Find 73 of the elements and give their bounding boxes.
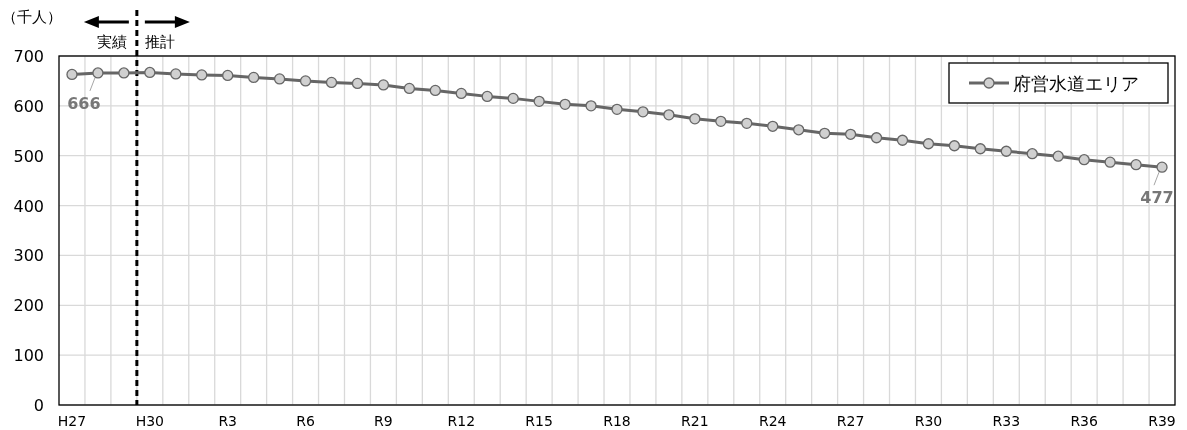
point xyxy=(429,84,441,97)
point xyxy=(533,95,545,108)
x-tick-label: R9 xyxy=(374,413,393,429)
y-tick-label: 600 xyxy=(13,96,44,116)
x-tick-label: H27 xyxy=(57,413,87,429)
point xyxy=(118,67,130,79)
point xyxy=(844,128,857,140)
point xyxy=(793,124,805,136)
point xyxy=(196,69,208,81)
point xyxy=(585,100,597,112)
x-tick-label: R15 xyxy=(525,413,553,429)
point xyxy=(403,82,416,95)
point xyxy=(273,73,286,85)
point xyxy=(481,90,493,103)
x-tick-label: R21 xyxy=(681,413,709,429)
x-tick-label: H30 xyxy=(135,413,165,429)
x-tick-label: R6 xyxy=(296,413,315,429)
point xyxy=(611,103,623,115)
point xyxy=(689,113,701,125)
point xyxy=(299,75,312,87)
point xyxy=(222,69,234,82)
point xyxy=(1156,161,1168,173)
x-tick-label: R18 xyxy=(603,413,631,429)
point xyxy=(637,106,649,118)
x-tick-label: R33 xyxy=(992,413,1021,429)
x-tick-label: R12 xyxy=(447,413,476,429)
point xyxy=(248,71,260,84)
point xyxy=(870,132,883,144)
y-tick-label: 300 xyxy=(13,246,44,266)
point xyxy=(818,127,831,139)
y-axis-title: （千人） xyxy=(2,8,62,26)
annotation: 477 xyxy=(1140,188,1174,208)
point xyxy=(66,68,78,81)
point xyxy=(559,98,571,111)
point xyxy=(507,92,519,105)
y-tick-label: 0 xyxy=(33,396,44,415)
legend-label: 府営水道エリア xyxy=(1013,73,1139,94)
point xyxy=(1052,150,1064,162)
point xyxy=(377,79,390,91)
y-tick-label: 200 xyxy=(13,296,44,316)
point xyxy=(92,67,104,79)
text: 推計 xyxy=(144,33,175,51)
point xyxy=(896,134,909,146)
y-tick-label: 700 xyxy=(13,47,44,66)
x-tick-label: R30 xyxy=(914,413,943,429)
point xyxy=(1104,156,1116,168)
point xyxy=(663,109,675,121)
point xyxy=(974,143,986,155)
point xyxy=(144,66,156,79)
point xyxy=(922,138,935,150)
point xyxy=(1078,154,1090,166)
point xyxy=(1000,145,1012,157)
point xyxy=(1130,159,1142,171)
y-tick-label: 500 xyxy=(13,146,44,166)
point xyxy=(455,87,467,100)
x-tick-label: R36 xyxy=(1070,413,1099,429)
y-tick-label: 100 xyxy=(13,346,44,366)
point xyxy=(325,76,338,89)
y-tick-label: 400 xyxy=(13,196,44,216)
point xyxy=(170,68,182,80)
point xyxy=(767,120,779,132)
point xyxy=(1026,148,1038,160)
x-tick-label: R27 xyxy=(836,413,865,429)
point xyxy=(351,77,364,90)
annotation: 666 xyxy=(67,93,101,113)
x-tick-label: R39 xyxy=(1148,413,1176,429)
point xyxy=(715,115,727,127)
legend: 府営水道エリア xyxy=(948,62,1169,104)
x-tick-label: R24 xyxy=(758,413,787,429)
point xyxy=(741,117,753,129)
point xyxy=(948,140,961,152)
text: 実績 xyxy=(96,33,127,51)
x-tick-label: R3 xyxy=(218,413,238,429)
